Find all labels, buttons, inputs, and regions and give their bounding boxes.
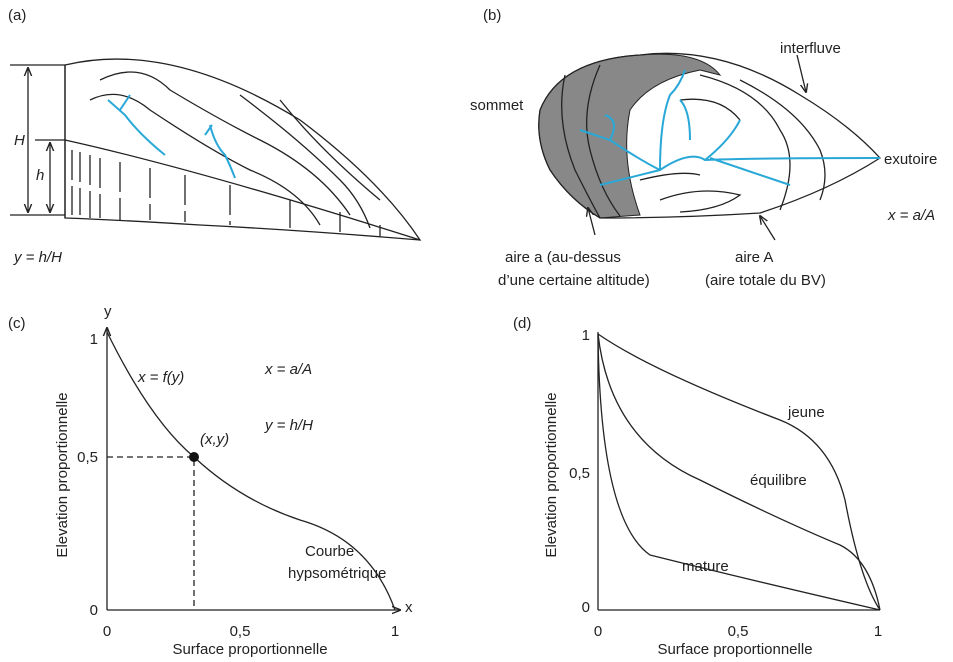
axis-title: Surface proportionnelle [657,641,812,658]
panel-d: (d) Elevation proportionnelle Surface pr… [513,315,882,658]
formula: y = h/H [13,249,62,266]
tick-label: 0 [594,623,602,640]
hatching [71,150,381,236]
contours [561,64,826,219]
annotation: x = f(y) [137,369,184,386]
basin [538,52,881,219]
tick-label: 0,5 [230,623,251,640]
axis-label: y [104,303,112,320]
panel-label: (d) [513,315,531,332]
tick-label: 0,5 [77,449,98,466]
curve-label: mature [682,558,729,575]
axis-title: Elevation proportionnelle [54,392,71,557]
curve-mature [597,333,881,611]
pointer [796,54,806,92]
panel-c: (c) y x Elevation proportionnelle Surfac… [8,303,413,658]
axis-title: Elevation proportionnelle [543,392,560,557]
formula: x = a/A [887,207,935,224]
label: aire A [735,249,773,266]
point [189,452,199,462]
label: aire a (au-dessus [505,249,621,266]
annotation: Courbe [305,543,354,560]
label: sommet [470,97,524,114]
panel-label: (c) [8,315,26,332]
panel-a: (a) H h y = h/H [8,7,422,266]
tick-label: 0,5 [728,623,749,640]
curve-label: jeune [787,404,825,421]
tick-label: 1 [582,327,590,344]
curve-jeune [597,333,881,611]
tick-label: 0,5 [569,465,590,482]
annotation: (x,y) [200,431,229,448]
panel-b: (b) interfluve sommet exutoire x = a/A a… [470,7,937,289]
annotation: y = h/H [264,417,313,434]
block [64,58,422,241]
label-h: h [36,167,44,184]
stream [579,69,881,186]
stream [107,94,236,179]
tick-label: 0 [90,602,98,619]
tick-label: 1 [90,331,98,348]
panel-label: (b) [483,7,501,24]
block-edges [64,65,421,241]
annotation: hypsométrique [288,565,386,582]
label: d’une certaine altitude) [498,272,650,289]
axis-label: x [405,599,413,616]
axis-title: Surface proportionnelle [172,641,327,658]
label-H: H [14,132,25,149]
hypsometric-curve [106,331,396,611]
label: interfluve [780,40,841,57]
label: exutoire [884,151,937,168]
pointer [588,208,596,236]
curve-equilibre [597,333,881,611]
projection [107,456,195,610]
panel-label: (a) [8,7,26,24]
tick-label: 1 [874,623,882,640]
high-area [538,53,722,219]
contours [89,71,381,229]
label: (aire totale du BV) [705,272,826,289]
annotation: x = a/A [264,361,312,378]
tick-label: 0 [103,623,111,640]
curve-label: équilibre [750,472,807,489]
tick-label: 1 [391,623,399,640]
pointer [760,216,776,241]
tick-label: 0 [582,599,590,616]
